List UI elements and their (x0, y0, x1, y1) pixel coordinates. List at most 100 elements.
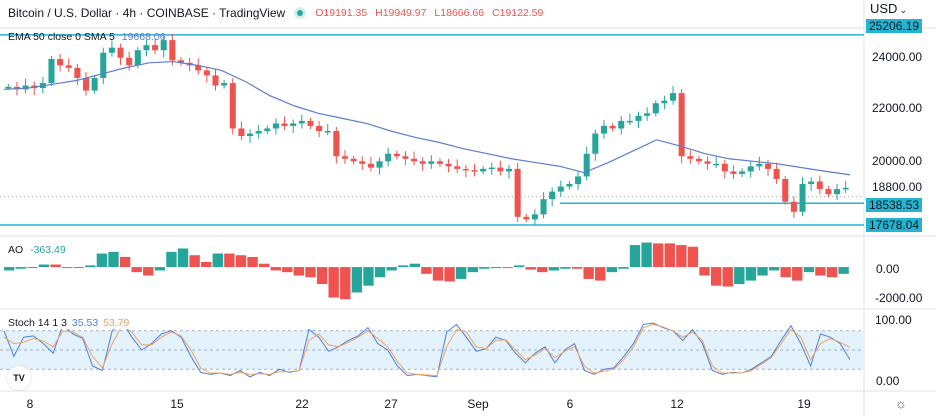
candle-body (65, 65, 72, 68)
ao-bar (4, 267, 15, 271)
ao-bar (293, 267, 305, 276)
ao-bar (305, 267, 316, 278)
candle-body (385, 153, 392, 162)
ao-bar (652, 243, 664, 268)
date-tick-5: 6 (566, 397, 574, 411)
candle-body (808, 181, 815, 185)
candle-body (177, 60, 184, 63)
ao-bar (38, 264, 50, 268)
ao-bar (398, 265, 409, 268)
ao-bar (212, 253, 223, 268)
ao-bar (96, 253, 108, 268)
candle-body (212, 75, 219, 86)
ao-bar (15, 267, 26, 269)
symbol-title[interactable]: Bitcoin / U.S. Dollar · 4h · COINBASE · … (8, 6, 286, 20)
price-tick-2: 20000.00 (872, 154, 923, 168)
stoch-k-line (3, 320, 851, 378)
candle-body (169, 40, 176, 61)
date-tick-4: Sep (467, 397, 489, 411)
candle-body (143, 45, 150, 51)
tradingview-logo[interactable]: TV (7, 366, 31, 390)
ao-bar (386, 267, 397, 271)
candle-body (592, 133, 599, 154)
candle-body (229, 83, 236, 129)
candle-body (393, 153, 400, 157)
currency-selector[interactable]: USD ⌄ (870, 2, 907, 17)
ao-bar (316, 267, 328, 284)
candle-body (359, 161, 366, 164)
ao-bar (676, 245, 687, 268)
ao-bar (687, 246, 699, 268)
candle-body (117, 47, 124, 58)
candle-body (255, 131, 262, 134)
candle-body (221, 83, 228, 86)
ao-bar (177, 248, 189, 268)
candle-body (687, 156, 694, 159)
candle-body (721, 163, 728, 172)
candle-body (22, 85, 29, 90)
candle-body (661, 100, 668, 104)
candle-body (350, 158, 357, 162)
candle-body (264, 128, 271, 131)
close-value: C19122.59 (491, 7, 544, 19)
candle-body (272, 123, 279, 129)
ao-bar (201, 262, 212, 268)
ao-legend[interactable]: AO -363.49 (8, 244, 66, 256)
ao-bar (282, 267, 293, 273)
ao-bar (467, 267, 478, 273)
candle-body (57, 59, 64, 66)
ao-bar (340, 267, 351, 300)
candle-body (428, 161, 435, 164)
ao-bar (838, 267, 849, 274)
stoch-legend[interactable]: Stoch 14 1 3 35.53 53.79 (8, 317, 132, 329)
candle-body (402, 156, 409, 159)
ao-bar (409, 263, 421, 268)
settings-gear-icon[interactable]: ☼ (895, 396, 907, 411)
ao-bar (455, 267, 467, 279)
candle-body (445, 163, 452, 167)
candle-body (523, 216, 530, 220)
candle-body (575, 176, 582, 185)
price-tick-3: 18800.00 (872, 180, 923, 194)
ao-bar (73, 267, 84, 269)
stoch-k-value: 35.53 (71, 317, 99, 329)
ao-bar (548, 267, 560, 271)
ao-bar (270, 267, 281, 271)
ema-label: EMA 50 close 0 SMA 5 (8, 31, 115, 43)
candle-body (281, 123, 288, 126)
date-tick-1: 15 (170, 397, 184, 411)
price-tag-support-level: 18538.53 (866, 198, 923, 212)
ao-bar (513, 265, 525, 268)
stoch-label: Stoch 14 1 3 (8, 317, 67, 329)
candle-body (324, 131, 331, 133)
candle-body (834, 189, 841, 195)
ao-bar (351, 267, 363, 293)
date-tick-0: 8 (26, 397, 34, 411)
candle-body (152, 45, 159, 51)
ao-bar (826, 267, 838, 278)
candle-body (48, 59, 55, 84)
candle-body (635, 115, 642, 121)
stoch-tick-1: 0.00 (876, 374, 900, 388)
stoch-tick-0: 100.00 (875, 313, 912, 327)
candle-body (126, 57, 133, 66)
candle-body (704, 161, 711, 164)
candle-body (583, 153, 590, 177)
ao-bar (235, 255, 247, 268)
candle-body (773, 168, 780, 179)
ao-bar (247, 256, 258, 268)
ema-legend[interactable]: EMA 50 close 0 SMA 5 19668.06 (8, 31, 166, 43)
ao-value: -363.49 (30, 244, 66, 256)
ao-bar (432, 267, 444, 281)
ao-bar (768, 267, 780, 271)
candle-body (5, 86, 12, 89)
candle-body (505, 168, 513, 172)
candle-body (540, 199, 547, 215)
ao-bar (757, 267, 768, 276)
candle-body (195, 65, 202, 71)
candle-body (626, 120, 633, 123)
ao-tick-0: 0.00 (876, 262, 900, 276)
candle-body (756, 163, 763, 167)
ao-bar (363, 267, 374, 286)
